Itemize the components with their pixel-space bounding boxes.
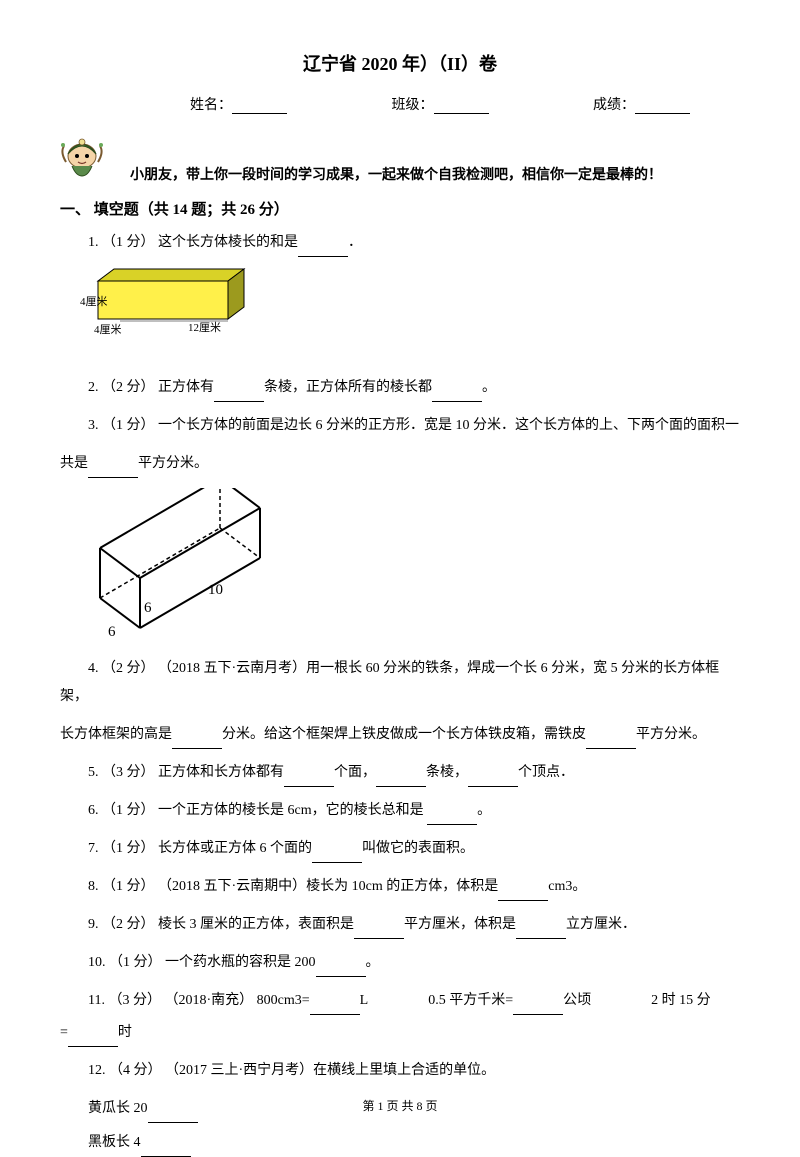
question-12: 12. （4 分） （2017 三上·西宁月考）在横线上里填上合适的单位。 bbox=[60, 1057, 740, 1085]
question-9: 9. （2 分） 棱长 3 厘米的正方体，表面积是平方厘米，体积是立方厘米． bbox=[60, 911, 740, 939]
question-10: 10. （1 分） 一个药水瓶的容积是 200。 bbox=[60, 949, 740, 977]
page-footer: 第 1 页 共 8 页 bbox=[0, 1097, 800, 1114]
question-1: 1. （1 分） 这个长方体棱长的和是． bbox=[60, 229, 740, 257]
question-3: 3. （1 分） 一个长方体的前面是边长 6 分米的正方形．宽是 10 分米．这… bbox=[60, 412, 740, 440]
question-6: 6. （1 分） 一个正方体的棱长是 6cm，它的棱长总和是 。 bbox=[60, 797, 740, 825]
question-3-cont: 共是平方分米。 bbox=[60, 450, 740, 478]
figure-2-cuboid: 6 6 10 bbox=[80, 488, 740, 643]
svg-text:4厘米: 4厘米 bbox=[94, 323, 122, 336]
section-1-header: 一、 填空题（共 14 题；共 26 分） bbox=[60, 198, 740, 219]
name-field[interactable]: 姓名： bbox=[190, 94, 287, 114]
question-2: 2. （2 分） 正方体有条棱，正方体所有的棱长都。 bbox=[60, 374, 740, 402]
question-4-cont: 长方体框架的高是分米。给这个框架焊上铁皮做成一个长方体铁皮箱，需铁皮平方分米。 bbox=[60, 721, 740, 749]
figure-1-cuboid: 4厘米 4厘米 12厘米 bbox=[80, 267, 740, 362]
class-label: 班级： bbox=[392, 98, 434, 113]
page-title: 辽宁省 2020 年）（II）卷 bbox=[60, 50, 740, 76]
question-5: 5. （3 分） 正方体和长方体都有个面，条棱，个顶点． bbox=[60, 759, 740, 787]
svg-text:4厘米: 4厘米 bbox=[80, 295, 108, 308]
question-11: 11. （3 分） （2018·南充） 800cm3=L 0.5 平方千米=公顷… bbox=[60, 987, 740, 1015]
header-fields: 姓名： 班级： 成绩： bbox=[60, 94, 740, 114]
svg-text:12厘米: 12厘米 bbox=[188, 321, 221, 334]
svg-text:6: 6 bbox=[144, 600, 152, 616]
name-label: 姓名： bbox=[190, 98, 232, 113]
svg-text:6: 6 bbox=[108, 624, 116, 638]
encouragement-text: 小朋友，带上你一段时间的学习成果，一起来做个自我检测吧，相信你一定是最棒的！ bbox=[130, 164, 740, 188]
score-label: 成绩： bbox=[593, 98, 635, 113]
class-field[interactable]: 班级： bbox=[392, 94, 489, 114]
svg-text:10: 10 bbox=[208, 582, 223, 598]
mascot-icon bbox=[54, 132, 110, 188]
question-8: 8. （1 分） （2018 五下·云南期中）棱长为 10cm 的正方体，体积是… bbox=[60, 873, 740, 901]
question-7: 7. （1 分） 长方体或正方体 6 个面的叫做它的表面积。 bbox=[60, 835, 740, 863]
question-12-sub2: 黑板长 4 bbox=[60, 1129, 740, 1157]
score-field[interactable]: 成绩： bbox=[593, 94, 690, 114]
question-11-cont: =时 bbox=[60, 1019, 740, 1047]
question-4: 4. （2 分） （2018 五下·云南月考）用一根长 60 分米的铁条，焊成一… bbox=[60, 655, 740, 711]
mascot-row: 小朋友，带上你一段时间的学习成果，一起来做个自我检测吧，相信你一定是最棒的！ bbox=[60, 132, 740, 188]
